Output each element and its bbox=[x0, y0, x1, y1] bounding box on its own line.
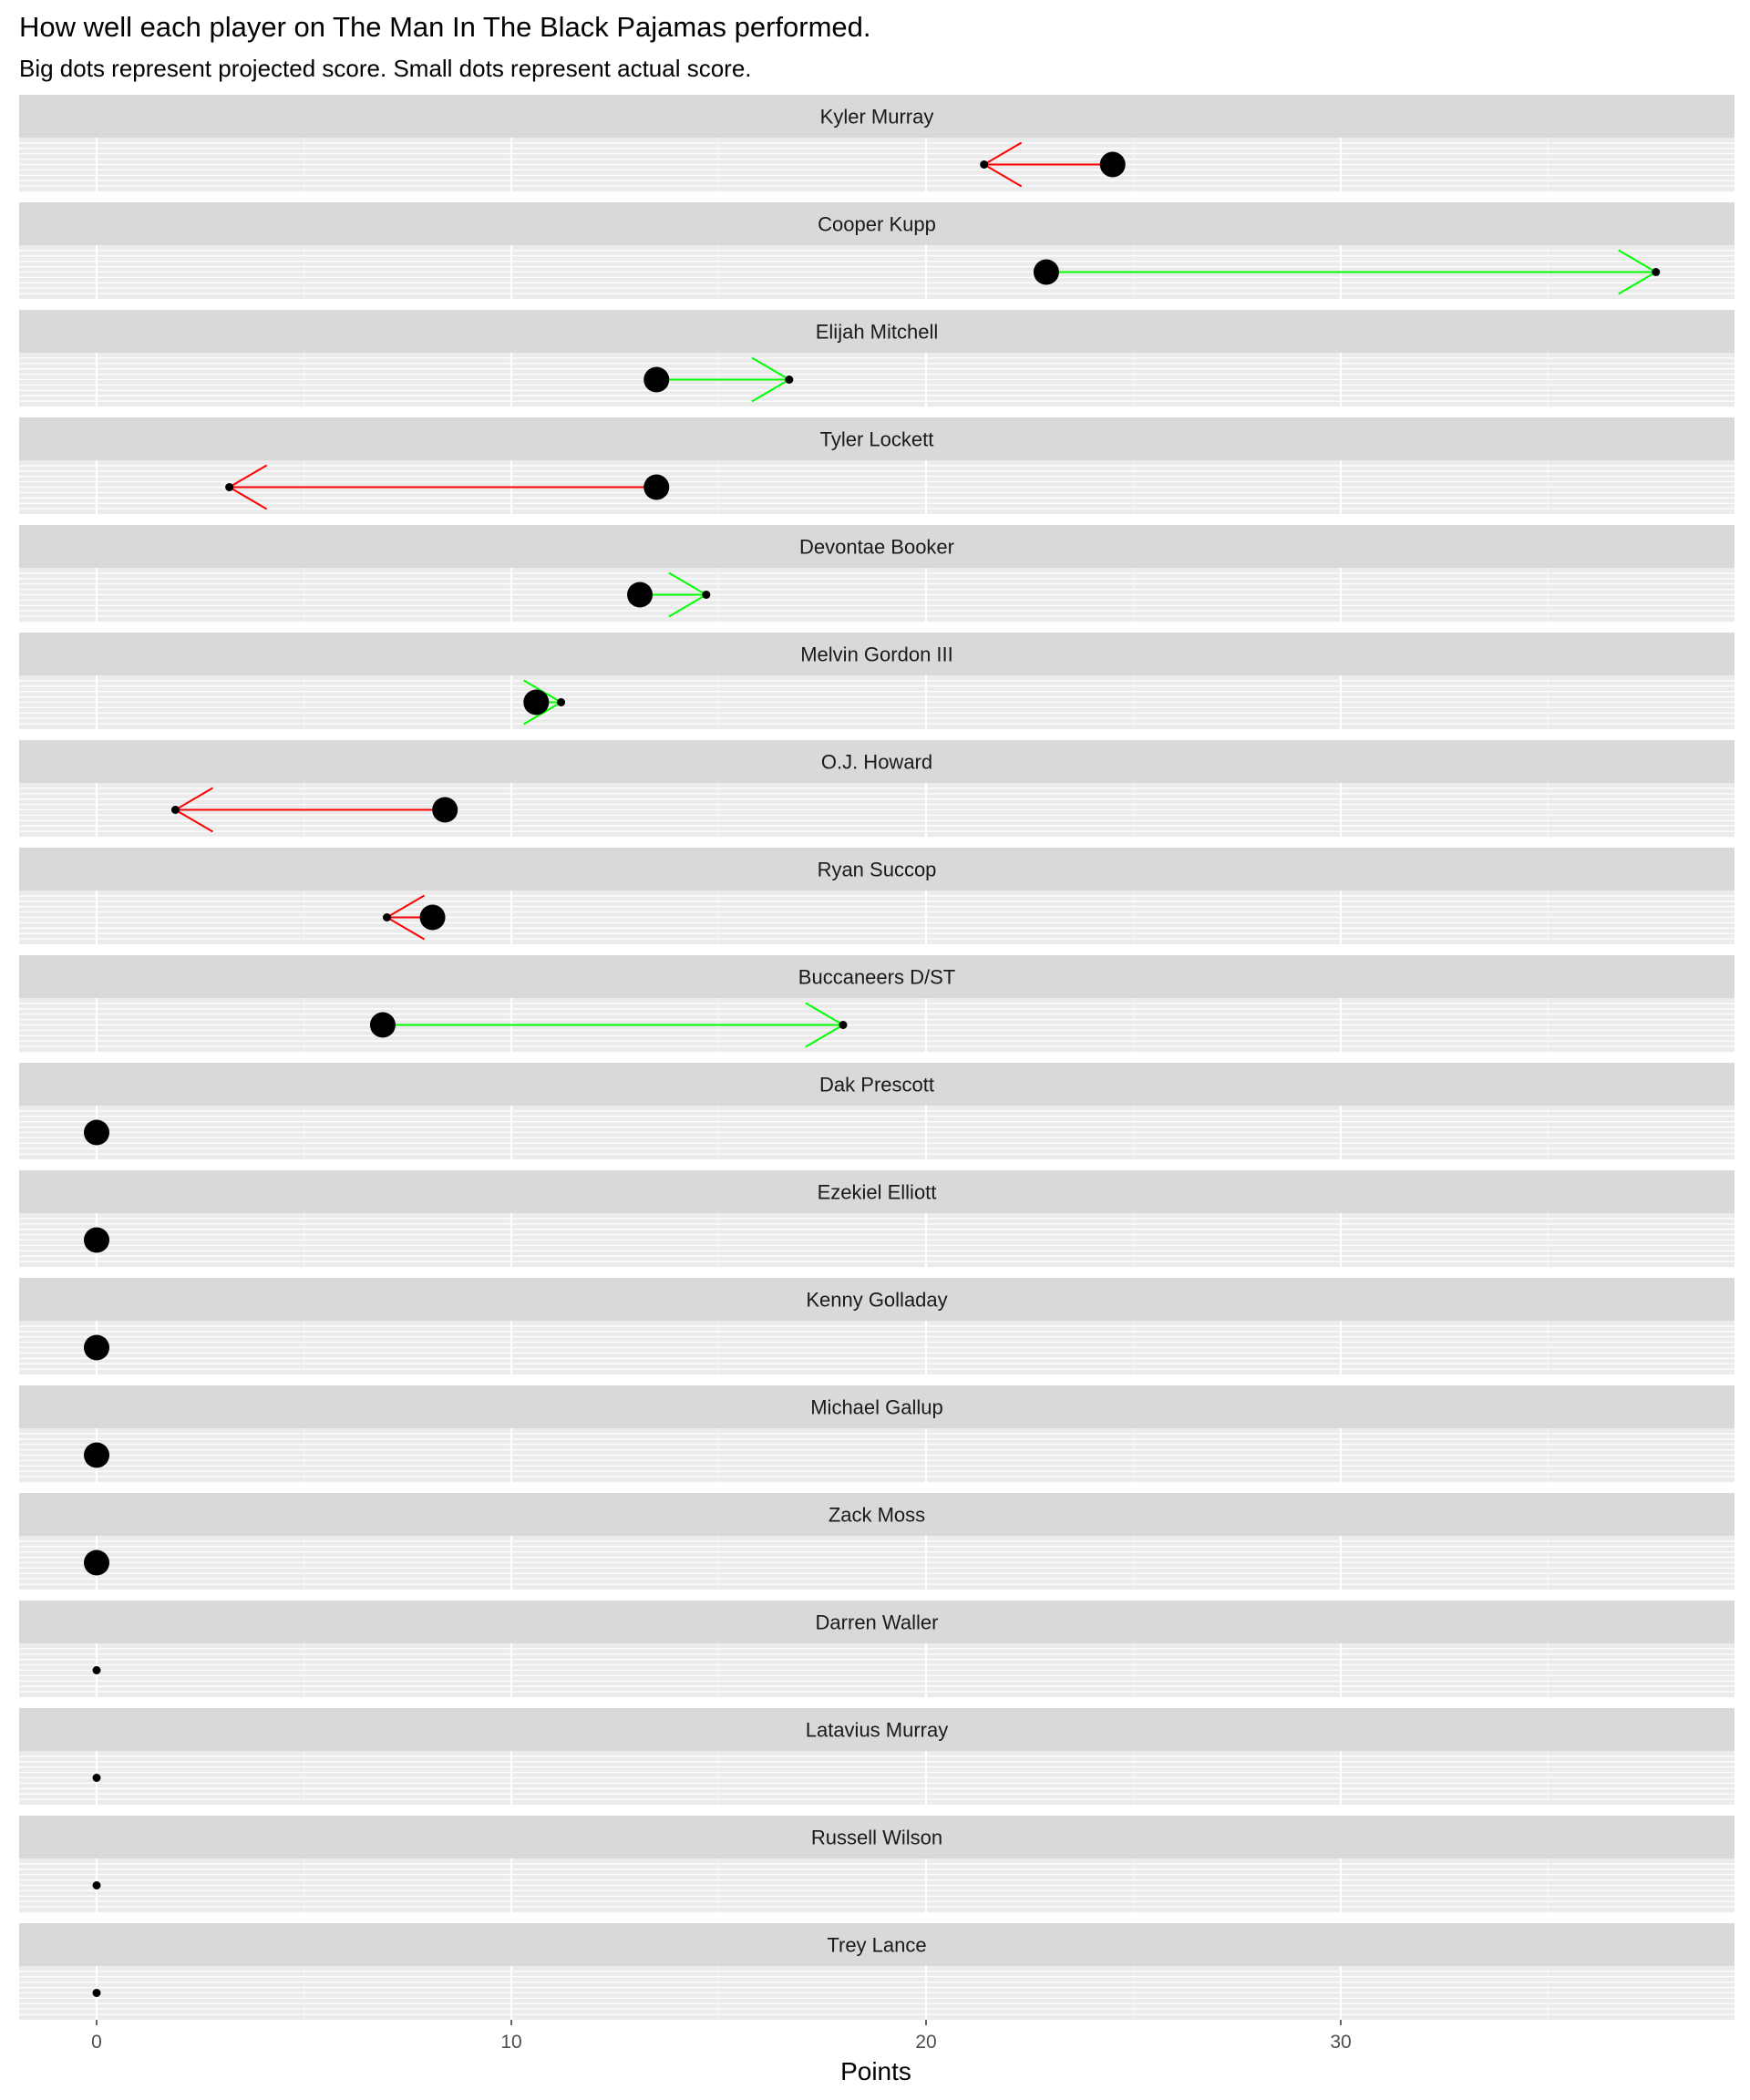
facet-panel: Elijah Mitchell bbox=[19, 310, 1735, 407]
facet-panel: Kyler Murray bbox=[19, 95, 1735, 191]
strip-background bbox=[19, 1385, 1735, 1428]
strip-label: Dak Prescott bbox=[819, 1074, 934, 1096]
strip-label: Darren Waller bbox=[816, 1611, 939, 1634]
projected-point bbox=[1099, 151, 1126, 178]
x-tick-label: 0 bbox=[91, 2032, 102, 2053]
strip-label: Kenny Golladay bbox=[806, 1289, 947, 1312]
facet-panel: Dak Prescott bbox=[19, 1063, 1735, 1159]
actual-point bbox=[225, 483, 234, 491]
strip-label: Russell Wilson bbox=[811, 1827, 942, 1849]
actual-point bbox=[839, 1021, 848, 1029]
facet-panel: Trey Lance bbox=[19, 1923, 1735, 2020]
projected-point bbox=[432, 797, 458, 823]
strip-label: Buccaneers D/ST bbox=[798, 966, 955, 989]
strip-background bbox=[19, 1063, 1735, 1106]
projected-point bbox=[84, 1334, 109, 1361]
facet-panel: Ezekiel Elliott bbox=[19, 1170, 1735, 1267]
actual-point bbox=[702, 591, 711, 599]
facet-panel: Devontae Booker bbox=[19, 525, 1735, 622]
projected-point bbox=[643, 474, 670, 500]
strip-background bbox=[19, 417, 1735, 460]
strip-background bbox=[19, 1601, 1735, 1643]
actual-point bbox=[1652, 268, 1661, 276]
strip-background bbox=[19, 1708, 1735, 1751]
strip-label: Latavius Murray bbox=[806, 1719, 949, 1742]
strip-label: Zack Moss bbox=[829, 1504, 925, 1527]
facet-panel: Tyler Lockett bbox=[19, 417, 1735, 514]
strip-label: Devontae Booker bbox=[799, 536, 954, 559]
actual-point bbox=[92, 1989, 101, 1997]
actual-point bbox=[383, 913, 391, 921]
actual-point bbox=[92, 1666, 101, 1674]
projected-point bbox=[523, 689, 550, 715]
strip-background bbox=[19, 1816, 1735, 1858]
projected-point bbox=[84, 1227, 109, 1253]
strip-label: Ezekiel Elliott bbox=[818, 1181, 937, 1204]
strip-label: Melvin Gordon III bbox=[800, 643, 953, 666]
chart-subtitle: Big dots represent projected score. Smal… bbox=[19, 55, 752, 82]
strip-label: Michael Gallup bbox=[810, 1396, 943, 1419]
facet-panel: Melvin Gordon III bbox=[19, 633, 1735, 729]
strip-background bbox=[19, 633, 1735, 675]
strip-background bbox=[19, 525, 1735, 568]
strip-background bbox=[19, 1170, 1735, 1213]
actual-point bbox=[785, 376, 794, 384]
actual-point bbox=[92, 1774, 101, 1782]
strip-label: O.J. Howard bbox=[821, 751, 932, 774]
facet-panel: Ryan Succop bbox=[19, 848, 1735, 944]
actual-point bbox=[170, 806, 180, 814]
actual-point bbox=[980, 160, 989, 169]
strip-background bbox=[19, 202, 1735, 245]
strip-background bbox=[19, 1278, 1735, 1321]
projected-point bbox=[369, 1012, 396, 1038]
strip-background bbox=[19, 95, 1735, 138]
strip-background bbox=[19, 848, 1735, 890]
projected-point bbox=[84, 1442, 109, 1468]
x-tick-label: 20 bbox=[915, 2032, 936, 2053]
actual-point bbox=[557, 698, 566, 706]
facet-panel: Zack Moss bbox=[19, 1493, 1735, 1590]
strip-label: Kyler Murray bbox=[820, 106, 934, 129]
strip-label: Tyler Lockett bbox=[820, 428, 934, 451]
strip-label: Elijah Mitchell bbox=[816, 321, 939, 344]
actual-point bbox=[92, 1881, 101, 1889]
x-axis-title: Points bbox=[840, 2057, 911, 2085]
x-tick-label: 10 bbox=[500, 2032, 521, 2053]
facet-panel: Michael Gallup bbox=[19, 1385, 1735, 1482]
strip-label: Cooper Kupp bbox=[818, 213, 936, 236]
strip-background bbox=[19, 1493, 1735, 1536]
chart-title: How well each player on The Man In The B… bbox=[19, 11, 870, 43]
strip-background bbox=[19, 740, 1735, 783]
facet-panel: Darren Waller bbox=[19, 1601, 1735, 1697]
x-axis: 0 10 20 30 bbox=[91, 2020, 1352, 2053]
projected-point bbox=[84, 1549, 109, 1576]
projected-point bbox=[1033, 259, 1059, 285]
facet-panel: Russell Wilson bbox=[19, 1816, 1735, 1912]
projected-point bbox=[419, 904, 446, 931]
facet-panel: Latavius Murray bbox=[19, 1708, 1735, 1805]
strip-label: Trey Lance bbox=[827, 1934, 926, 1957]
facet-panel: O.J. Howard bbox=[19, 740, 1735, 837]
strip-label: Ryan Succop bbox=[818, 859, 937, 881]
projected-point bbox=[84, 1119, 109, 1146]
strip-background bbox=[19, 310, 1735, 353]
facet-panel: Kenny Golladay bbox=[19, 1278, 1735, 1374]
x-tick-label: 30 bbox=[1330, 2032, 1351, 2053]
facet-panel: Buccaneers D/ST bbox=[19, 955, 1735, 1052]
projected-point bbox=[627, 582, 654, 608]
facet-panels: Kyler Murray Cooper Kupp Elijah Mitchell Ty… bbox=[19, 95, 1735, 2020]
facet-panel: Cooper Kupp bbox=[19, 202, 1735, 299]
strip-background bbox=[19, 955, 1735, 998]
strip-background bbox=[19, 1923, 1735, 1966]
projected-point bbox=[643, 366, 670, 393]
